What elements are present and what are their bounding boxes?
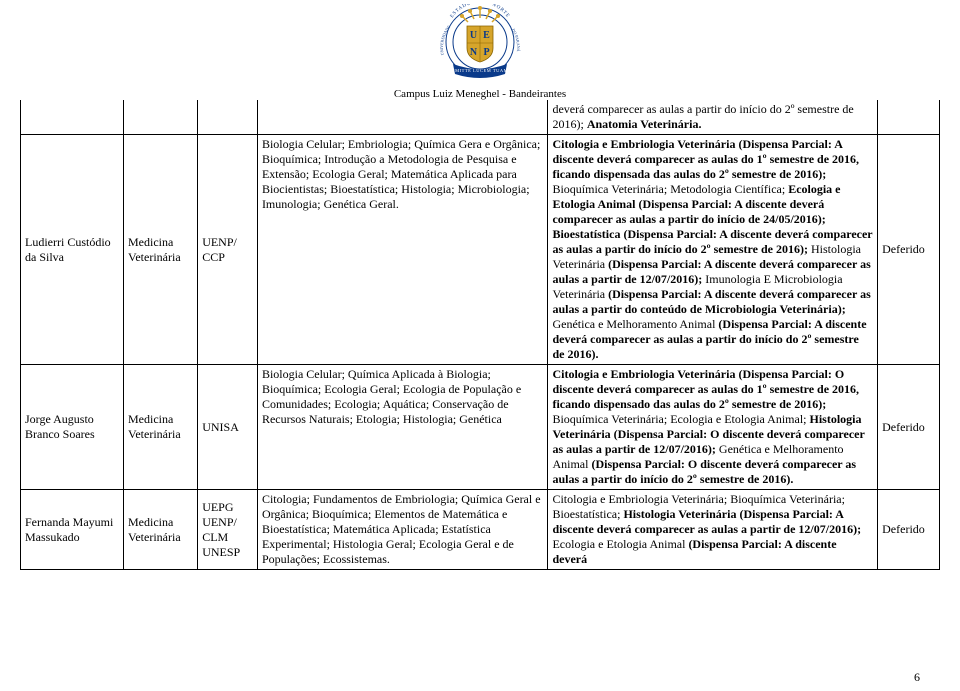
svg-text:P: P xyxy=(483,47,489,58)
document-header: ESTADUAL DO NORTE UNIVERSIDADE DO PARANÁ xyxy=(20,0,940,100)
table-row: Fernanda Mayumi Massukado Medicina Veter… xyxy=(21,490,940,570)
svg-text:E: E xyxy=(483,30,490,41)
institution-logo: ESTADUAL DO NORTE UNIVERSIDADE DO PARANÁ xyxy=(435,4,525,86)
svg-text:N: N xyxy=(470,47,478,58)
cell-justification: Citologia e Embriologia Veterinária (Dis… xyxy=(548,135,878,365)
table-row: Jorge Augusto Branco Soares Medicina Vet… xyxy=(21,365,940,490)
cell-justification: Citologia e Embriologia Veterinária; Bio… xyxy=(548,490,878,570)
cell-just-cont: deverá comparecer as aulas a partir do i… xyxy=(548,100,878,135)
continuation-row: deverá comparecer as aulas a partir do i… xyxy=(21,100,940,135)
cell-status: Deferido xyxy=(878,490,940,570)
cell-uni: UENP/CCP xyxy=(198,135,258,365)
cell-course-cont xyxy=(124,100,198,135)
svg-text:UNIVERSIDADE: UNIVERSIDADE xyxy=(439,24,452,56)
cell-requested: Biologia Celular; Embriologia; Química G… xyxy=(257,135,548,365)
page-number: 6 xyxy=(914,670,920,685)
cell-course: Medicina Veterinária xyxy=(124,490,198,570)
campus-line: Campus Luiz Meneghel - Bandeirantes xyxy=(20,88,940,100)
cell-status: Deferido xyxy=(878,365,940,490)
cell-status: Deferido xyxy=(878,135,940,365)
svg-text:DO PARANÁ: DO PARANÁ xyxy=(511,28,521,52)
cell-name-cont xyxy=(21,100,124,135)
cell-uni-cont xyxy=(198,100,258,135)
cell-course: Medicina Veterinária xyxy=(124,365,198,490)
table-row: Ludierri Custódio da Silva Medicina Vete… xyxy=(21,135,940,365)
cell-status-cont xyxy=(878,100,940,135)
cell-name: Ludierri Custódio da Silva xyxy=(21,135,124,365)
cell-req-cont xyxy=(257,100,548,135)
cell-justification: Citologia e Embriologia Veterinária (Dis… xyxy=(548,365,878,490)
cell-requested: Biologia Celular; Química Aplicada à Bio… xyxy=(257,365,548,490)
cell-name: Fernanda Mayumi Massukado xyxy=(21,490,124,570)
equivalence-table: deverá comparecer as aulas a partir do i… xyxy=(20,100,940,570)
cell-requested: Citologia; Fundamentos de Embriologia; Q… xyxy=(257,490,548,570)
cell-name: Jorge Augusto Branco Soares xyxy=(21,365,124,490)
svg-text:EMITTE LUCEM TUAM: EMITTE LUCEM TUAM xyxy=(452,68,508,73)
cell-uni: UEPGUENP/CLMUNESP xyxy=(198,490,258,570)
cell-course: Medicina Veterinária xyxy=(124,135,198,365)
cell-uni: UNISA xyxy=(198,365,258,490)
svg-text:U: U xyxy=(470,30,477,41)
